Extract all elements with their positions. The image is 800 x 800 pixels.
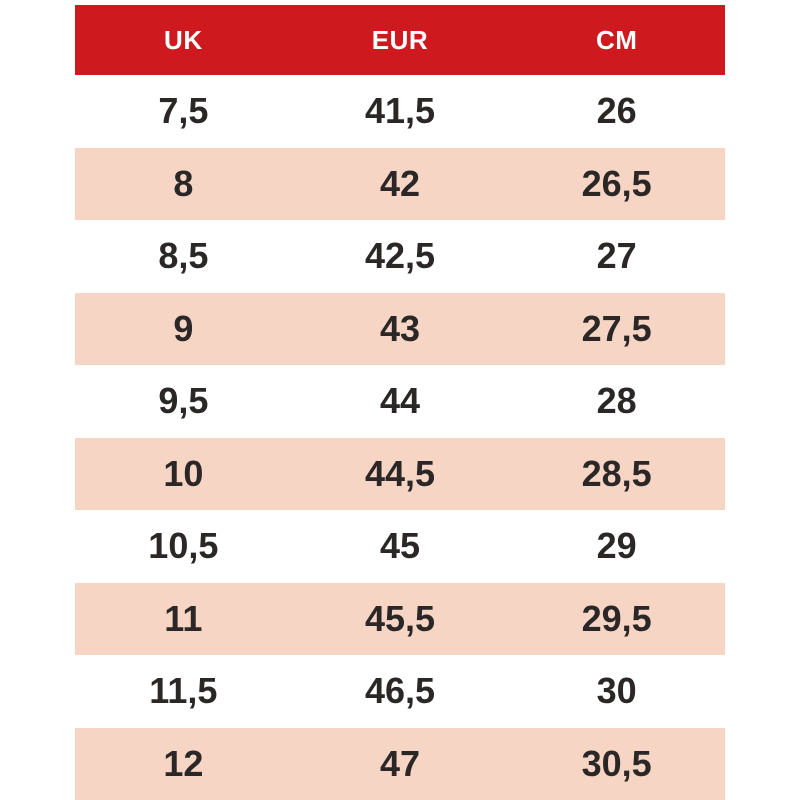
- table-row: 11 45,5 29,5: [75, 582, 725, 655]
- table-row: 9,5 44 28: [75, 365, 725, 438]
- table-cell: 26,5: [581, 162, 652, 204]
- table-cell: 26: [596, 90, 637, 132]
- table-cell: 10,5: [148, 525, 219, 567]
- table-cell: 7,5: [158, 90, 209, 132]
- table-row: 11,5 46,5 30: [75, 655, 725, 728]
- column-header-eur: EUR: [371, 24, 429, 55]
- table-cell: 10: [163, 452, 204, 494]
- table-cell: 43: [379, 307, 421, 349]
- table-cell: 8: [173, 162, 194, 204]
- table-cell: 27,5: [581, 307, 652, 349]
- table-cell: 28: [596, 380, 637, 422]
- table-cell: 11,5: [149, 670, 218, 712]
- table-cell: 42: [379, 162, 421, 204]
- table-row: 8,5 42,5 27: [75, 220, 725, 293]
- column-header-cm: CM: [595, 24, 638, 55]
- table-row: 10 44,5 28,5: [75, 437, 725, 510]
- table-cell: 8,5: [158, 235, 209, 277]
- column-header-uk: UK: [164, 24, 203, 55]
- table-cell: 44: [379, 380, 421, 422]
- table-cell: 41,5: [364, 90, 436, 132]
- table-cell: 30: [596, 670, 637, 712]
- table-row: 12 47 30,5: [75, 727, 725, 800]
- table-cell: 27: [596, 235, 637, 277]
- table-cell: 9: [173, 307, 194, 349]
- table-row: 8 42 26,5: [75, 147, 725, 220]
- size-conversion-table: UK EUR CM 7,5 41,5 26 8 42 26,5 8,5 42,5 27 9 43 27…: [75, 5, 725, 800]
- table-header-row: UK EUR CM: [75, 5, 725, 75]
- table-cell: 29,5: [581, 597, 652, 639]
- table-row: 10,5 45 29: [75, 510, 725, 583]
- table-cell: 29: [596, 525, 637, 567]
- table-cell: 45,5: [364, 597, 436, 639]
- table-cell: 11: [164, 597, 203, 639]
- table-cell: 12: [163, 742, 204, 784]
- table-cell: 9,5: [158, 380, 209, 422]
- table-row: 7,5 41,5 26: [75, 75, 725, 148]
- table-row: 9 43 27,5: [75, 292, 725, 365]
- table-cell: 28,5: [581, 452, 652, 494]
- table-cell: 42,5: [364, 235, 436, 277]
- table-cell: 30,5: [581, 742, 652, 784]
- table-cell: 46,5: [364, 670, 436, 712]
- table-cell: 47: [379, 742, 421, 784]
- table-cell: 45: [379, 525, 421, 567]
- table-cell: 44,5: [364, 452, 436, 494]
